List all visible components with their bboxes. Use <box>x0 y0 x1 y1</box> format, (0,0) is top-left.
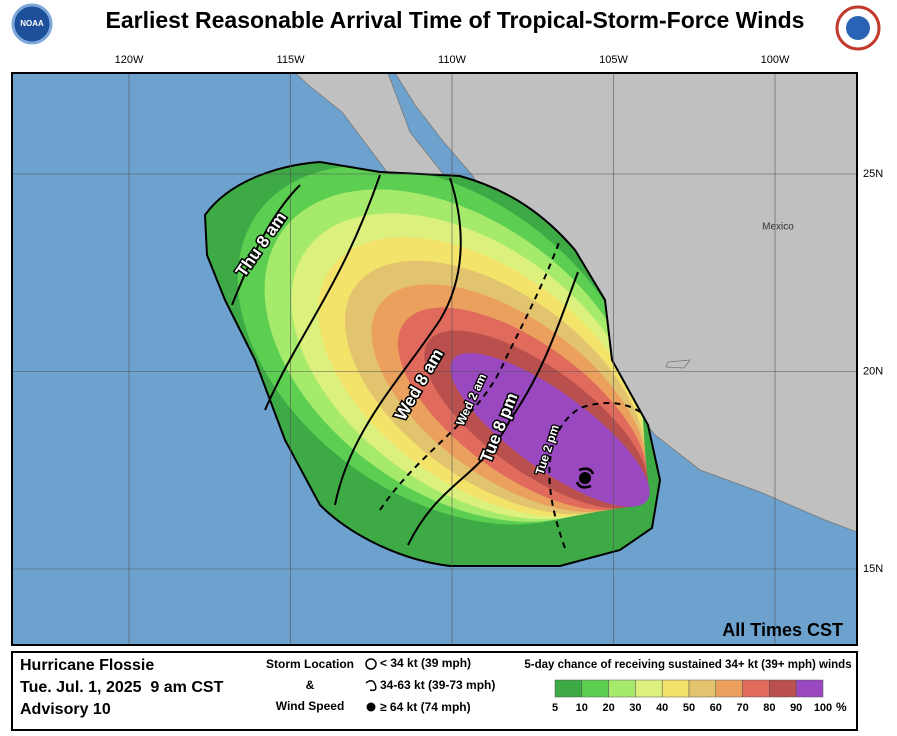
contour-line <box>407 271 579 546</box>
contour-line <box>231 184 301 306</box>
place-label: Mexico <box>762 222 794 233</box>
advisory-number: Advisory 10 <box>20 701 111 718</box>
key-icon <box>365 658 377 670</box>
legend-label: 20 <box>602 702 614 714</box>
legend-unit: % <box>836 700 847 714</box>
legend-label: 5 <box>552 702 558 714</box>
lon-label: 110W <box>438 54 467 66</box>
legend-swatch <box>635 679 663 698</box>
map: Thu 8 am Wed 8 am Wed 2 am Tue 8 pm Tue … <box>12 73 857 645</box>
legend-label: 10 <box>576 702 588 714</box>
lon-label: 120W <box>115 54 144 66</box>
advisory-time: Tue. Jul. 1, 2025 9 am CST <box>20 679 224 696</box>
svg-text:NOAA: NOAA <box>20 19 44 28</box>
noaa-logo: NOAA <box>11 3 53 45</box>
legend-label: 40 <box>656 702 668 714</box>
legend-swatch <box>769 679 797 698</box>
map-frame <box>11 72 858 646</box>
contour-line <box>334 177 462 506</box>
legend-label: 30 <box>629 702 641 714</box>
legend-swatch <box>581 679 609 698</box>
key-item: 34-63 kt (39-73 mph) <box>380 678 495 692</box>
lat-label: 25N <box>863 168 883 180</box>
shade-band <box>450 353 650 507</box>
lon-label: 100W <box>761 54 790 66</box>
legend-swatch <box>554 679 583 698</box>
legend-label: 60 <box>710 702 722 714</box>
legend: 5 10 20 30 40 50 60 70 80 90 100% <box>552 679 847 714</box>
contour-line <box>379 239 561 511</box>
time-note: All Times CST <box>722 620 843 640</box>
lon-label: 115W <box>277 54 306 66</box>
key-title: & <box>306 678 315 692</box>
key-icon <box>365 680 377 692</box>
key-item: ≥ 64 kt (74 mph) <box>380 700 471 714</box>
legend-label: 50 <box>683 702 695 714</box>
legend-swatch <box>742 679 770 698</box>
title: Earliest Reasonable Arrival Time of Trop… <box>106 7 805 33</box>
legend-label: 100 <box>814 702 832 714</box>
nws-logo <box>835 5 881 51</box>
graticule <box>12 73 857 645</box>
legend-label: 80 <box>763 702 775 714</box>
key-title: Storm Location <box>266 657 354 671</box>
storm-symbol <box>575 467 595 489</box>
axis-labels: 120W 115W 110W 105W 100W 25N 20N 15N <box>115 54 884 575</box>
legend-swatch <box>795 679 824 698</box>
storm-name: Hurricane Flossie <box>20 657 154 674</box>
legend-label: 70 <box>736 702 748 714</box>
legend-label: 90 <box>790 702 802 714</box>
legend-swatch <box>661 679 690 698</box>
legend-swatch <box>608 679 636 698</box>
key-item: < 34 kt (39 mph) <box>380 656 471 670</box>
key-title: Wind Speed <box>276 699 345 713</box>
lat-label: 20N <box>863 365 883 377</box>
legend-swatch <box>688 679 717 698</box>
legend-swatch <box>715 679 743 698</box>
lat-label: 15N <box>863 563 883 575</box>
contour-line <box>264 174 381 411</box>
lon-label: 105W <box>599 54 628 66</box>
legend-title: 5-day chance of receiving sustained 34+ … <box>524 659 851 671</box>
key-icon <box>366 702 376 712</box>
island <box>665 359 691 369</box>
